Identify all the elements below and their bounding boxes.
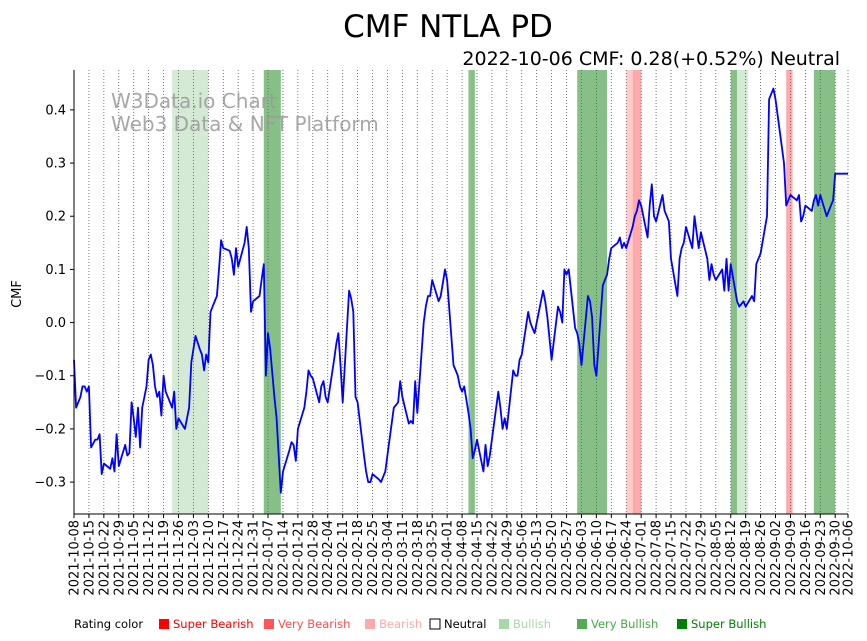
legend-label: Neutral xyxy=(444,617,486,631)
x-tick-label: 2021-10-22 xyxy=(97,520,112,596)
y-tick-label: −0.1 xyxy=(34,369,66,384)
x-tick-label: 2022-01-28 xyxy=(306,520,321,596)
x-tick-label: 2022-02-11 xyxy=(336,520,351,596)
rating-band-very-bullish xyxy=(470,70,475,514)
x-tick-label: 2021-11-19 xyxy=(157,520,172,596)
legend-label: Very Bullish xyxy=(591,617,658,631)
x-tick-label: 2022-09-16 xyxy=(799,520,814,596)
legend-swatch xyxy=(365,619,375,629)
legend-swatch xyxy=(429,618,441,630)
x-ticks: 2021-10-08 2021-10-15 2021-10-22 2021-10-29… xyxy=(68,514,857,596)
series-line-cmf xyxy=(73,87,848,494)
legend-label: Very Bearish xyxy=(278,617,350,631)
legend-title: Rating color xyxy=(74,617,143,631)
watermark-line-1: W3Data.io Chart xyxy=(111,89,277,113)
x-tick-label: 2022-04-22 xyxy=(485,520,500,596)
x-tick-label: 2022-07-29 xyxy=(694,520,709,596)
legend-swatch xyxy=(159,619,169,629)
x-tick-label: 2022-07-08 xyxy=(650,520,665,596)
rating-band-bullish xyxy=(737,70,748,514)
x-tick-label: 2022-07-01 xyxy=(635,520,650,596)
watermark-line-2: Web3 Data & NFT Platform xyxy=(111,112,379,136)
y-tick-label: −0.2 xyxy=(34,422,66,437)
rating-band-very-bullish xyxy=(468,70,471,514)
rating-band-bearish xyxy=(786,70,793,514)
y-axis-label: CMF xyxy=(10,280,25,308)
x-tick-label: 2022-03-18 xyxy=(411,520,426,596)
rating-band-very-bearish xyxy=(626,70,633,514)
x-tick-label: 2021-12-10 xyxy=(202,520,217,596)
x-tick-label: 2022-02-18 xyxy=(351,520,366,596)
x-tick-label: 2022-03-11 xyxy=(396,520,411,596)
x-tick-label: 2021-10-15 xyxy=(82,520,97,596)
x-tick-label: 2021-12-24 xyxy=(232,520,247,596)
x-tick-label: 2022-05-13 xyxy=(530,520,545,596)
chart-title: CMF NTLA PD xyxy=(343,9,553,45)
y-tick-label: 0.2 xyxy=(45,210,66,225)
rating-band-bullish xyxy=(172,70,175,514)
y-tick-label: 0.4 xyxy=(45,103,66,118)
x-tick-label: 2021-12-17 xyxy=(217,520,232,596)
watermark: W3Data.io Chart Web3 Data & NFT Platform xyxy=(111,89,379,136)
x-tick-label: 2022-08-26 xyxy=(754,520,769,596)
x-tick-label: 2022-05-20 xyxy=(545,520,560,596)
legend-swatch xyxy=(677,619,687,629)
x-tick-label: 2022-01-21 xyxy=(291,520,306,596)
x-tick-label: 2022-05-27 xyxy=(560,520,575,596)
x-tick-label: 2022-07-22 xyxy=(679,520,694,596)
y-tick-label: 0.3 xyxy=(45,157,66,172)
y-tick-label: −0.3 xyxy=(34,476,66,491)
x-tick-label: 2022-04-08 xyxy=(456,520,471,596)
legend-label: Super Bullish xyxy=(691,617,766,631)
legend-swatch xyxy=(577,619,587,629)
legend-swatch xyxy=(264,619,274,629)
x-tick-label: 2022-04-29 xyxy=(500,520,515,596)
x-tick-label: 2021-10-08 xyxy=(68,520,83,596)
x-tick-label: 2021-11-12 xyxy=(142,520,157,596)
cmf-series xyxy=(73,87,848,494)
y-ticks: −0.3 −0.2 −0.1 0.0 0.1 0.2 0.3 0.4 xyxy=(34,103,74,491)
x-tick-label: 2021-11-05 xyxy=(127,520,142,596)
x-tick-label: 2022-06-17 xyxy=(605,520,620,596)
x-tick-label: 2021-11-26 xyxy=(172,520,187,596)
x-tick-label: 2022-09-02 xyxy=(769,520,784,596)
y-tick-label: 0.1 xyxy=(45,263,66,278)
rating-band-very-bullish xyxy=(730,70,738,514)
x-tick-label: 2022-08-05 xyxy=(709,520,724,596)
x-tick-label: 2022-10-06 xyxy=(842,520,857,596)
rating-band-bullish xyxy=(174,70,209,514)
x-tick-label: 2022-06-24 xyxy=(620,520,635,596)
y-tick-label: 0.0 xyxy=(45,316,66,331)
x-tick-label: 2022-07-15 xyxy=(665,520,680,596)
x-tick-label: 2022-09-23 xyxy=(814,520,829,596)
rating-legend: Rating color Super Bearish Very Bearish Bea… xyxy=(74,617,766,631)
x-tick-label: 2022-02-04 xyxy=(321,520,336,596)
legend-label: Super Bearish xyxy=(173,617,254,631)
chart-subtitle: 2022-10-06 CMF: 0.28(+0.52%) Neutral xyxy=(462,48,840,70)
x-tick-label: 2022-04-01 xyxy=(441,520,456,596)
x-tick-label: 2022-03-25 xyxy=(426,520,441,596)
x-tick-label: 2022-04-15 xyxy=(470,520,485,596)
legend-label: Bullish xyxy=(513,617,551,631)
x-tick-label: 2022-05-06 xyxy=(515,520,530,596)
x-tick-label: 2022-08-12 xyxy=(724,520,739,596)
x-tick-label: 2021-12-31 xyxy=(247,520,262,596)
x-tick-label: 2022-06-10 xyxy=(590,520,605,596)
x-tick-label: 2022-03-04 xyxy=(381,520,396,596)
x-tick-label: 2021-10-29 xyxy=(112,520,127,596)
x-tick-label: 2022-06-03 xyxy=(575,520,590,596)
x-tick-label: 2021-12-03 xyxy=(187,520,202,596)
legend-swatch xyxy=(499,619,509,629)
x-tick-label: 2022-09-09 xyxy=(784,520,799,596)
legend-label: Bearish xyxy=(379,617,422,631)
axes xyxy=(73,70,848,515)
x-tick-label: 2022-01-14 xyxy=(276,520,291,596)
x-tick-label: 2022-01-07 xyxy=(262,520,277,596)
x-tick-label: 2022-08-19 xyxy=(739,520,754,596)
rating-band-very-bullish xyxy=(813,70,836,514)
x-tick-label: 2022-09-30 xyxy=(829,520,844,596)
rating-band-bearish xyxy=(632,70,642,514)
x-tick-label: 2022-02-25 xyxy=(366,520,381,596)
